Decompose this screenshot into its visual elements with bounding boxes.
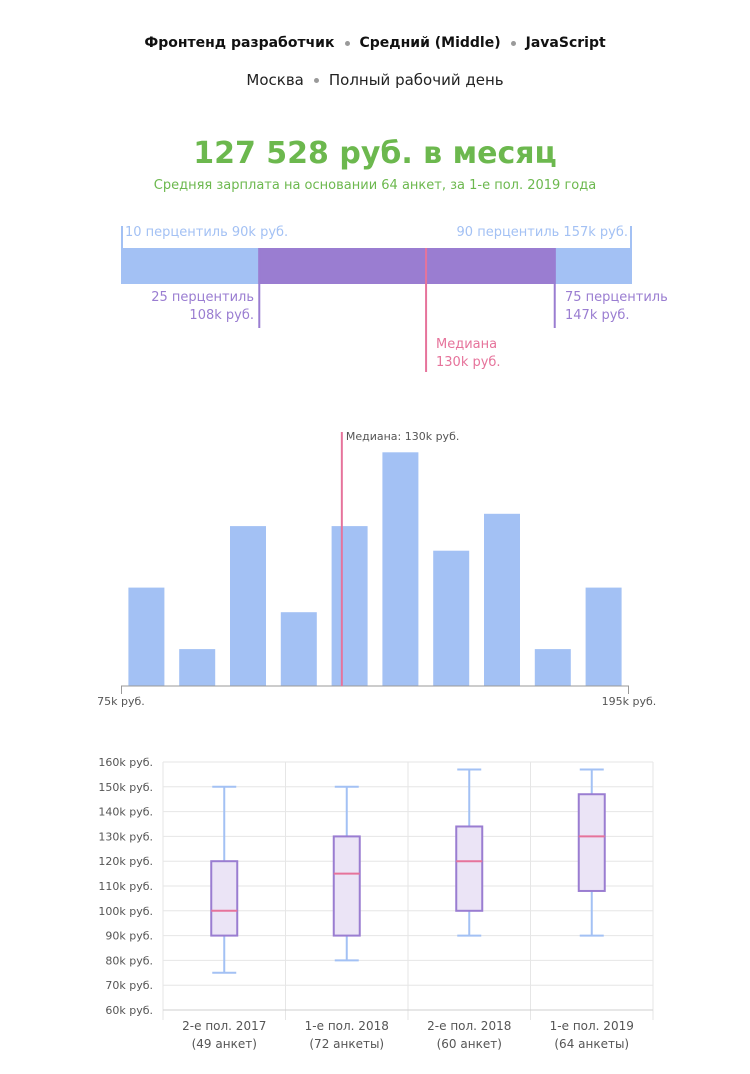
boxplot-y-tick-label: 120k руб.: [98, 855, 153, 868]
histogram-bar: [128, 587, 165, 686]
p90-label: 90 перцентиль 157k руб.: [456, 225, 628, 240]
separator-dot: [510, 40, 516, 46]
boxplot-y-tick-label: 140k руб.: [98, 806, 153, 819]
boxplot-category-label: 1-е пол. 2019: [550, 1019, 634, 1033]
boxplot-y-tick-label: 80k руб.: [105, 954, 153, 967]
median-label: Медиана 130k руб.: [436, 336, 501, 372]
histogram-bar: [280, 612, 317, 686]
city-text: Москва: [246, 71, 304, 89]
histogram-bar: [331, 526, 368, 686]
boxplot-category-count: (49 анкет): [192, 1037, 257, 1051]
p25-title: 25 перцентиль: [151, 290, 254, 305]
vacancy-breadcrumb: Фронтенд разработчик Средний (Middle) Java…: [0, 35, 750, 51]
boxplot-category-count: (60 анкет): [437, 1037, 502, 1051]
histogram-bar: [179, 649, 216, 686]
position-text: Фронтенд разработчик: [144, 35, 335, 51]
boxplot-y-tick-label: 100k руб.: [98, 905, 153, 918]
boxplot-box: [455, 825, 484, 912]
histogram-median-label: Медиана: 130k руб.: [346, 430, 460, 443]
p25-value: 108k руб.: [189, 308, 254, 323]
p10-label: 10 перцентиль 90k руб.: [125, 225, 289, 240]
p75-value: 147k руб.: [565, 308, 630, 323]
boxplot-category-count: (72 анкеты): [309, 1037, 384, 1051]
boxplot-y-tick-label: 90k руб.: [105, 930, 153, 943]
percentile-bar-graphic: [121, 226, 632, 372]
boxplot-box: [210, 860, 239, 937]
median-title: Медиана: [436, 337, 498, 352]
p25-p75-range: [258, 248, 556, 284]
boxplot-category-label: 2-е пол. 2017: [182, 1019, 266, 1033]
location-line: Москва Полный рабочий день: [0, 71, 750, 89]
median-value: 130k руб.: [436, 355, 501, 370]
boxplot-box: [332, 835, 361, 937]
histogram-bar: [484, 513, 520, 686]
histogram-x-max-label: 195k руб.: [602, 695, 657, 708]
schedule-text: Полный рабочий день: [328, 71, 504, 89]
histogram-bar: [585, 587, 622, 686]
p75-label: 75 перцентиль 147k руб.: [565, 289, 668, 325]
boxplot-y-tick-label: 130k руб.: [98, 830, 153, 843]
level-text: Средний (Middle): [359, 35, 501, 51]
boxplot-category-label: 1-е пол. 2018: [305, 1019, 389, 1033]
boxplot-category-label: 2-е пол. 2018: [427, 1019, 511, 1033]
histogram-bar: [382, 452, 419, 686]
salary-histogram: 75k руб. 195k руб. Медиана: 130k руб.: [97, 430, 657, 708]
language-text: JavaScript: [525, 35, 606, 51]
average-salary: 127 528 руб. в месяц: [193, 136, 557, 171]
histogram-bar: [230, 526, 266, 686]
salary-boxplot: 60k руб. 70k руб. 80k руб. 90k руб. 100k руб…: [98, 756, 654, 1051]
boxplot-y-tick-label: 160k руб.: [98, 756, 153, 769]
p25-label: 25 перцентиль 108k руб.: [151, 289, 254, 325]
boxplot-category-count: (64 анкеты): [554, 1037, 629, 1051]
salary-subtitle: Средняя зарплата на основании 64 анкет, …: [153, 178, 597, 193]
boxplot-y-tick-label: 70k руб.: [105, 979, 153, 992]
boxplot-y-tick-label: 60k руб.: [105, 1004, 153, 1017]
histogram-bar: [433, 550, 470, 686]
boxplot-y-tick-label: 110k руб.: [98, 880, 153, 893]
separator-dot: [313, 78, 319, 83]
boxplot-box: [577, 793, 606, 892]
p75-title: 75 перцентиль: [565, 290, 668, 305]
boxplot-y-tick-label: 150k руб.: [98, 781, 153, 794]
separator-dot: [344, 40, 350, 46]
percentile-bar: 10 перцентиль 90k руб. 90 перцентиль 157…: [0, 0, 750, 400]
histogram-x-min-label: 75k руб.: [97, 695, 145, 708]
histogram-bar: [534, 649, 571, 686]
